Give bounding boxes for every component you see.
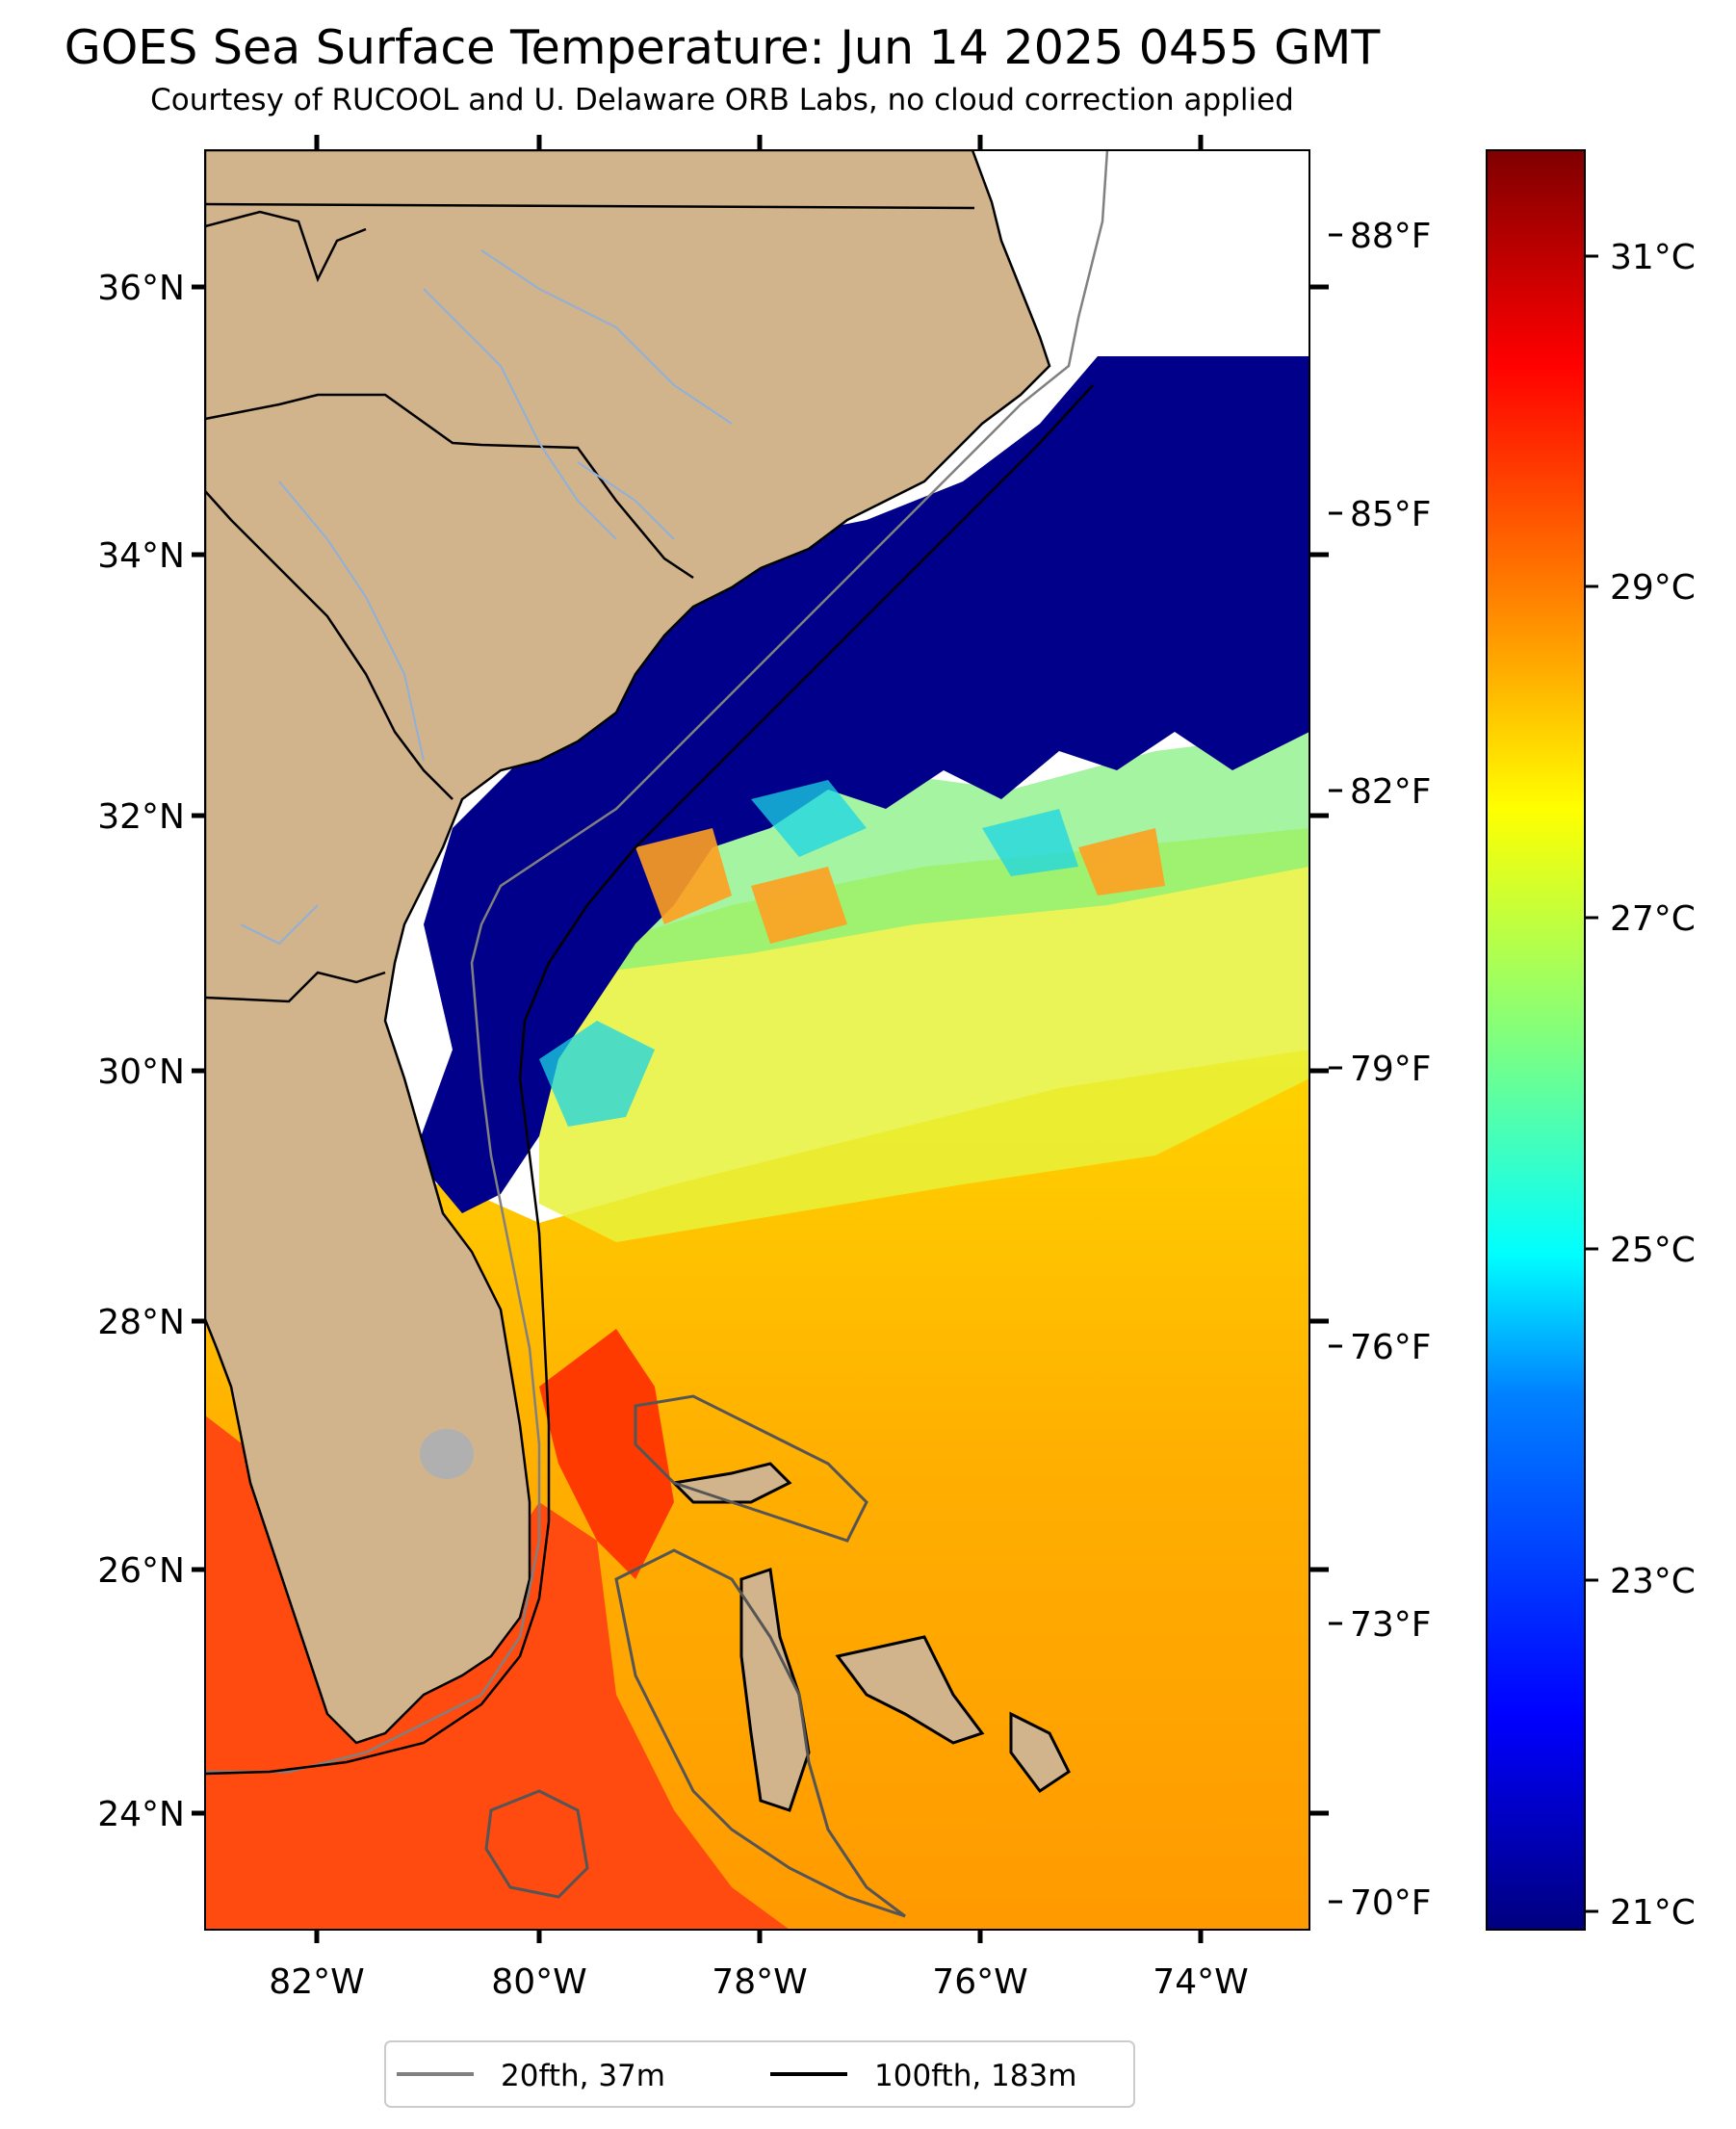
map-subtitle: Courtesy of RUCOOL and U. Delaware ORB L… <box>150 83 1294 117</box>
legend: 20fth, 37m 100fth, 183m <box>384 2040 1135 2108</box>
isobath-100fth <box>205 384 1094 1776</box>
latitude-axis <box>192 284 1329 1816</box>
bahamas <box>670 1462 1071 1812</box>
celsius-ticks <box>1585 254 1598 1913</box>
fahrenheit-tick-label: 73°F <box>1350 1605 1432 1645</box>
celsius-tick-label: 31°C <box>1610 238 1696 277</box>
lat-tick-label: 24°N <box>97 1795 185 1834</box>
lon-tick-label: 76°W <box>932 1962 1027 2002</box>
hot-water-2 <box>539 1329 674 1579</box>
map-title: GOES Sea Surface Temperature: Jun 14 202… <box>64 20 1381 75</box>
lon-tick-label: 78°W <box>712 1962 807 2002</box>
colorbar <box>1486 149 1586 1931</box>
lat-tick-label: 28°N <box>97 1303 185 1342</box>
teal-spots <box>539 780 1078 1127</box>
celsius-tick-label: 29°C <box>1610 568 1696 608</box>
fahrenheit-tick-label: 88°F <box>1350 217 1432 256</box>
lat-tick-label: 34°N <box>97 536 185 576</box>
isobath-20fth <box>205 150 1109 1774</box>
lat-tick-label: 36°N <box>97 269 185 308</box>
fahrenheit-tick-label: 85°F <box>1350 495 1432 534</box>
state-borders <box>205 202 975 1003</box>
fahrenheit-tick-label: 82°F <box>1350 772 1432 812</box>
bank-outlines <box>484 1394 906 1918</box>
fahrenheit-tick-label: 79°F <box>1350 1050 1432 1089</box>
lat-tick-label: 30°N <box>97 1052 185 1092</box>
map-panel <box>205 150 1309 1930</box>
lon-tick-label: 74°W <box>1153 1962 1248 2002</box>
celsius-tick-label: 27°C <box>1610 899 1696 939</box>
lon-tick-label: 82°W <box>269 1962 364 2002</box>
lon-tick-label: 80°W <box>491 1962 586 2002</box>
fahrenheit-tick-label: 70°F <box>1350 1883 1432 1923</box>
lat-tick-label: 26°N <box>97 1551 185 1591</box>
legend-label-20fth: 20fth, 37m <box>501 2059 665 2093</box>
lat-tick-label: 32°N <box>97 797 185 837</box>
legend-label-100fth: 100fth, 183m <box>874 2059 1076 2093</box>
rivers <box>240 249 733 946</box>
orange-patches <box>635 828 1165 944</box>
fahrenheit-ticks <box>1329 233 1342 1904</box>
cold-clouds <box>414 356 1309 1213</box>
fahrenheit-tick-label: 76°F <box>1350 1328 1432 1367</box>
celsius-tick-label: 25°C <box>1610 1231 1696 1270</box>
lake-okeechobee <box>420 1429 474 1479</box>
longitude-axis <box>314 135 1204 1943</box>
land-mass <box>205 150 1051 1745</box>
celsius-tick-label: 21°C <box>1610 1893 1696 1933</box>
celsius-tick-label: 23°C <box>1610 1562 1696 1601</box>
